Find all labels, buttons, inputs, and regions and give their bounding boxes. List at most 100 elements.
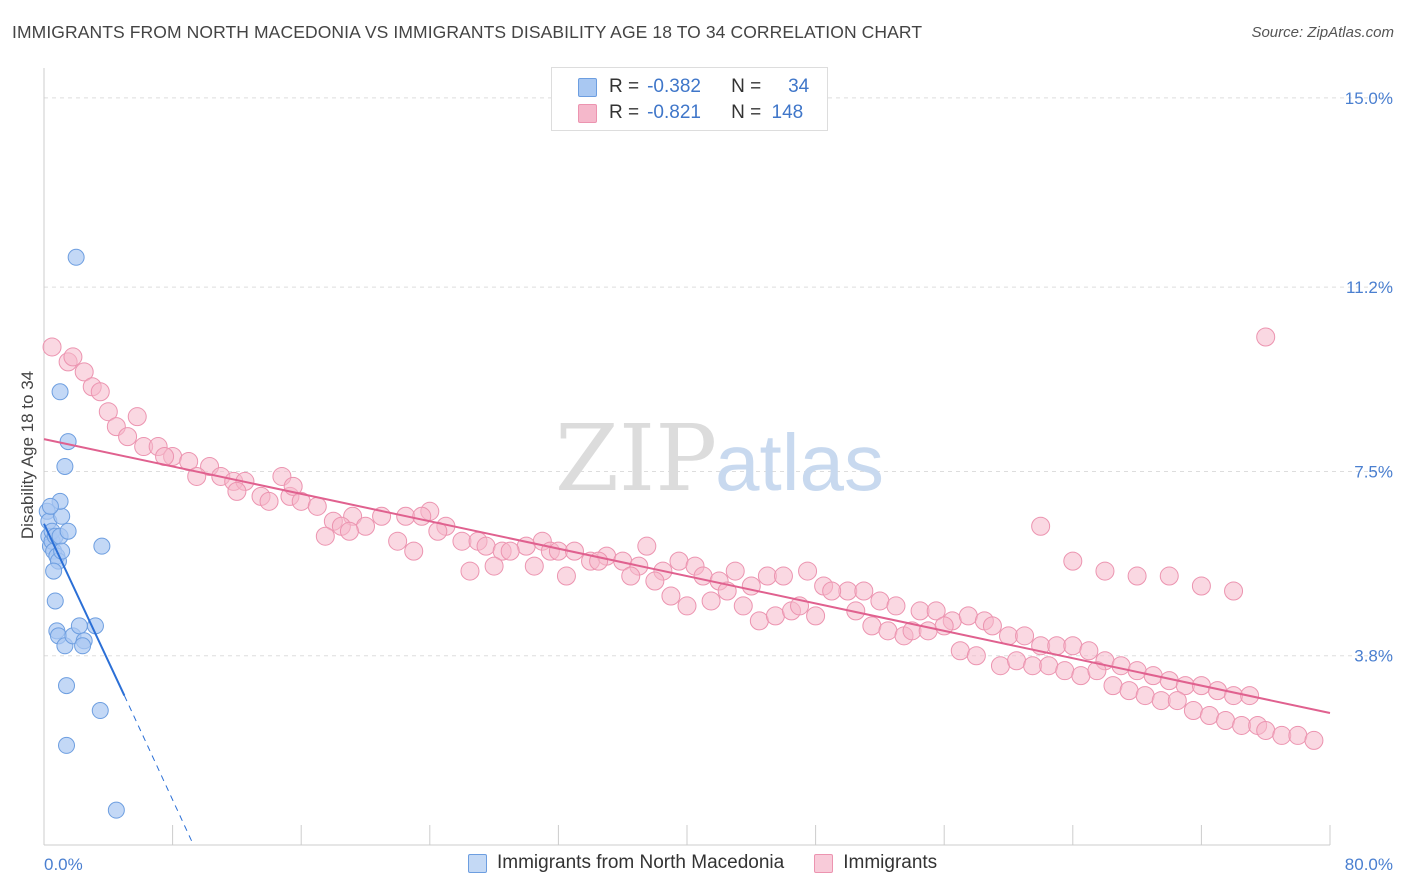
point-immigrants <box>741 576 761 596</box>
legend-r-label: R = <box>609 102 640 123</box>
point-north-macedonia <box>91 702 109 720</box>
point-immigrants <box>878 621 898 641</box>
point-immigrants <box>1167 691 1187 711</box>
y-axis-label: Disability Age 18 to 34 <box>18 371 37 539</box>
point-immigrants <box>621 566 641 586</box>
point-immigrants <box>1023 656 1043 676</box>
point-north-macedonia <box>51 383 69 401</box>
correlation-legend: R = -0.382 N = 34 R = -0.821 N = 148 <box>551 67 828 131</box>
point-north-macedonia <box>58 677 76 695</box>
point-immigrants <box>1199 706 1219 726</box>
point-immigrants <box>1256 327 1276 347</box>
point-immigrants <box>412 506 432 526</box>
legend-swatch-pink <box>578 103 597 123</box>
point-north-macedonia <box>56 457 74 475</box>
point-immigrants <box>749 611 769 631</box>
point-immigrants <box>1183 701 1203 721</box>
legend-n-label: N = <box>731 102 762 123</box>
point-immigrants <box>798 561 818 581</box>
series-immigrants <box>42 327 1324 750</box>
watermark-zip: ZIP <box>555 405 717 512</box>
point-immigrants <box>404 541 424 561</box>
point-immigrants <box>1063 551 1083 571</box>
trend-line-north-macedonia-extension <box>123 695 194 846</box>
watermark-atlas: atlas <box>715 418 884 507</box>
point-immigrants <box>1079 641 1099 661</box>
legend-swatch-blue <box>468 853 487 873</box>
point-immigrants <box>42 337 62 357</box>
axes <box>43 68 1331 846</box>
point-immigrants <box>1288 725 1308 745</box>
trend-line-immigrants <box>43 438 1331 714</box>
point-immigrants <box>990 656 1010 676</box>
point-immigrants <box>118 427 138 447</box>
point-immigrants <box>1071 666 1091 686</box>
legend-n-value: 34 <box>788 76 810 97</box>
point-immigrants <box>1224 581 1244 601</box>
trend-line-north-macedonia <box>43 523 126 697</box>
point-north-macedonia <box>67 248 85 266</box>
point-immigrants <box>854 581 874 601</box>
point-immigrants <box>918 621 938 641</box>
chart-title: IMMIGRANTS FROM NORTH MACEDONIA VS IMMIG… <box>12 22 923 42</box>
series-north-macedonia <box>38 248 125 819</box>
y-tick-label: 11.2% <box>1346 278 1393 297</box>
point-immigrants <box>452 531 472 551</box>
point-immigrants <box>556 566 576 586</box>
point-immigrants <box>637 536 657 556</box>
legend-r-value: -0.382 <box>647 76 701 97</box>
point-immigrants <box>127 407 147 427</box>
point-immigrants <box>227 481 247 501</box>
point-immigrants <box>1272 725 1292 745</box>
point-immigrants <box>484 556 504 576</box>
point-immigrants <box>677 596 697 616</box>
point-immigrants <box>966 646 986 666</box>
point-immigrants <box>1127 566 1147 586</box>
legend-item-immigrants: Immigrants <box>814 852 937 874</box>
point-immigrants <box>886 596 906 616</box>
point-immigrants <box>259 491 279 511</box>
legend-swatch-blue <box>578 77 597 97</box>
point-immigrants <box>476 536 496 556</box>
point-immigrants <box>548 541 568 561</box>
point-immigrants <box>1031 516 1051 536</box>
legend-r-label: R = <box>609 76 640 97</box>
point-immigrants <box>725 561 745 581</box>
point-immigrants <box>1015 626 1035 646</box>
point-immigrants <box>1224 686 1244 706</box>
point-north-macedonia <box>46 592 64 610</box>
point-immigrants <box>1304 730 1324 750</box>
point-immigrants <box>806 606 826 626</box>
point-immigrants <box>1007 651 1027 671</box>
point-immigrants <box>950 641 970 661</box>
point-immigrants <box>1256 720 1276 740</box>
point-immigrants <box>773 566 793 586</box>
point-immigrants <box>701 591 721 611</box>
point-immigrants <box>315 526 335 546</box>
legend-label-north-macedonia: Immigrants from North Macedonia <box>497 852 785 873</box>
x-tick-label-min: 0.0% <box>44 855 83 874</box>
point-immigrants <box>862 616 882 636</box>
point-immigrants <box>90 382 110 402</box>
point-immigrants <box>1119 681 1139 701</box>
trend-lines <box>43 438 1331 846</box>
point-immigrants <box>693 566 713 586</box>
point-immigrants <box>356 516 375 536</box>
legend-label-immigrants: Immigrants <box>843 852 938 873</box>
point-immigrants <box>822 581 842 601</box>
point-immigrants <box>910 601 930 621</box>
point-north-macedonia <box>45 562 63 580</box>
point-immigrants <box>999 626 1018 646</box>
x-tick-label-max: 80.0% <box>1345 855 1393 874</box>
point-immigrants <box>765 606 785 626</box>
legend-swatch-pink <box>814 853 834 873</box>
point-immigrants <box>1039 656 1059 676</box>
series-legend: Immigrants from North Macedonia Immigran… <box>468 852 967 874</box>
point-immigrants <box>1047 636 1067 656</box>
point-immigrants <box>74 362 94 382</box>
legend-row-north-macedonia: R = -0.382 N = 34 <box>578 75 809 99</box>
watermark: ZIP atlas <box>555 405 884 512</box>
point-immigrants <box>524 556 544 576</box>
point-immigrants <box>1151 691 1171 711</box>
